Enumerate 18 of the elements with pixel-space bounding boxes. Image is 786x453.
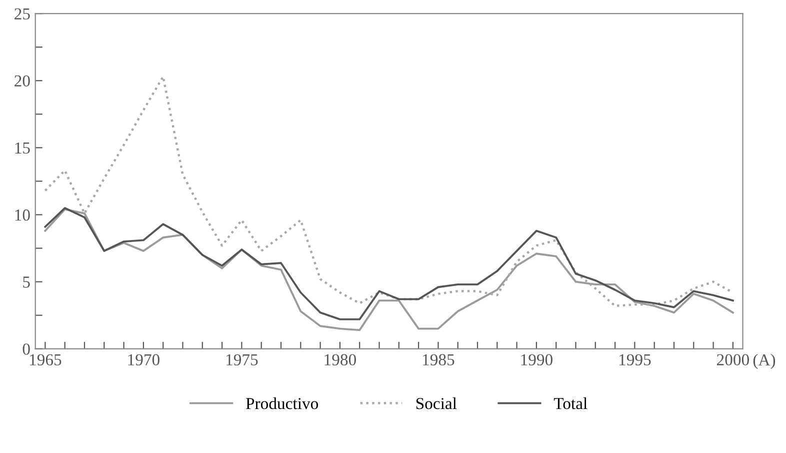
x-tick-label: 1990 [521,354,552,366]
y-tick-label: 25 [14,8,30,20]
x-tick-label: 1995 [619,354,651,366]
legend-label: Total [554,397,588,410]
y-tick-label: 5 [23,276,30,288]
y-tick-label: 0 [22,344,30,355]
x-tick-label: 1980 [324,354,356,366]
x-tick-label: 1970 [128,354,160,366]
y-tick-label: 20 [14,75,30,87]
x-tick-label: 1975 [226,354,258,366]
y-tick-label: 15 [15,142,30,154]
x-axis-title: (A) [753,354,776,369]
x-tick-label: 1985 [422,354,454,366]
x-tick-label: 2000 [717,354,749,366]
legend-label: Social [416,397,457,410]
y-tick-label: 10 [15,209,30,221]
legend-label: Productivo [246,397,318,410]
x-tick-label: 1965 [30,354,62,366]
